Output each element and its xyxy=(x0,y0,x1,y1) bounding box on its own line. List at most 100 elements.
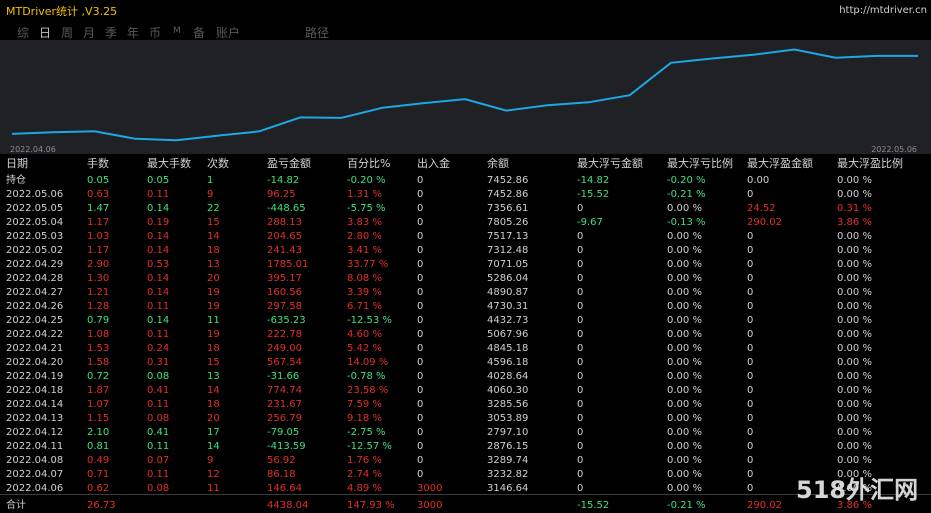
total-lots: 26.73 xyxy=(87,500,116,511)
table-row[interactable]: 2022.04.27 1.21 0.14 19 160.56 3.39 % 0 4890.87… xyxy=(0,286,931,300)
tab-9[interactable]: 账户 xyxy=(216,26,241,40)
cell-maxlots: 0.11 xyxy=(147,441,170,452)
cell-ml: 0 xyxy=(577,231,584,242)
cell-lots: 1.58 xyxy=(87,357,110,368)
table-row[interactable]: 2022.04.19 0.72 0.08 13 -31.66 -0.78 % 0 4028.6… xyxy=(0,370,931,384)
tab-8[interactable]: 备 xyxy=(193,26,206,40)
cell-io: 0 xyxy=(417,371,424,382)
total-date: 合计 xyxy=(6,500,26,511)
cell-io: 0 xyxy=(417,287,424,298)
website-link[interactable]: http://mtdriver.cn xyxy=(839,5,927,16)
column-header[interactable]: 最大浮亏金额 xyxy=(577,157,643,170)
cell-mpp: 0.00 % xyxy=(837,413,872,424)
cell-bal: 4730.31 xyxy=(487,301,529,312)
column-header[interactable]: 最大浮盈比例 xyxy=(837,157,903,170)
column-header[interactable]: 次数 xyxy=(207,157,229,170)
tab-7[interactable]: M xyxy=(173,26,181,36)
column-header[interactable]: 盈亏金额 xyxy=(267,157,311,170)
column-header[interactable]: 出入金 xyxy=(417,157,450,170)
cell-mlp: 0.00 % xyxy=(667,455,702,466)
cell-mpp: 0.00 % xyxy=(837,259,872,270)
cell-pnl: 256.79 xyxy=(267,413,302,424)
cell-ml: -14.82 xyxy=(577,175,610,186)
column-header[interactable]: 最大浮亏比例 xyxy=(667,157,733,170)
cell-lots: 1.15 xyxy=(87,413,110,424)
cell-mp: 0 xyxy=(747,273,754,284)
cell-mp: 0.00 xyxy=(747,175,770,186)
table-row[interactable]: 2022.04.06 0.62 0.08 11 146.64 4.89 % 3000 3146… xyxy=(0,482,931,496)
cell-pct: 14.09 % xyxy=(347,357,389,368)
tab-3[interactable]: 月 xyxy=(83,26,96,40)
table-row[interactable]: 2022.04.21 1.53 0.24 18 249.00 5.42 % 0 4845.18… xyxy=(0,342,931,356)
table-row[interactable]: 2022.04.22 1.08 0.11 19 222.78 4.60 % 0 5067.96… xyxy=(0,328,931,342)
cell-pct: 8.08 % xyxy=(347,273,382,284)
table-row[interactable]: 2022.04.25 0.79 0.14 11 -635.23 -12.53 % 0 4432… xyxy=(0,314,931,328)
table-row[interactable]: 2022.04.08 0.49 0.07 9 56.92 1.76 % 0 3289.74 0 0… xyxy=(0,454,931,468)
table-row[interactable]: 2022.04.12 2.10 0.41 17 -79.05 -2.75 % 0 2797.1… xyxy=(0,426,931,440)
cell-date: 2022.04.06 xyxy=(6,483,64,494)
column-header[interactable]: 手数 xyxy=(87,157,109,170)
cell-count: 22 xyxy=(207,203,220,214)
cell-ml: 0 xyxy=(577,427,584,438)
cell-pnl: -448.65 xyxy=(267,203,306,214)
column-header[interactable]: 最大浮盈金额 xyxy=(747,157,813,170)
table-row[interactable]: 持仓 0.05 0.05 1 -14.82 -0.20 % 0 7452.86 -14.82 -0… xyxy=(0,174,931,188)
table-row[interactable]: 2022.04.28 1.30 0.14 20 395.17 8.08 % 0 5286.04… xyxy=(0,272,931,286)
cell-mp: 0 xyxy=(747,231,754,242)
table-row[interactable]: 2022.05.05 1.47 0.14 22 -448.65 -5.75 % 0 7356.… xyxy=(0,202,931,216)
tab-6[interactable]: 币 xyxy=(149,26,162,40)
tab-5[interactable]: 年 xyxy=(127,26,140,40)
chart-start-date: 2022.04.06 xyxy=(10,145,56,154)
cell-io: 0 xyxy=(417,399,424,410)
cell-ml: 0 xyxy=(577,329,584,340)
column-header[interactable]: 余额 xyxy=(487,157,509,170)
tab-1[interactable]: 日 xyxy=(39,26,52,40)
table-row[interactable]: 2022.05.04 1.17 0.19 15 288.13 3.83 % 0 7805.26… xyxy=(0,216,931,230)
cell-lots: 0.72 xyxy=(87,371,110,382)
table-row[interactable]: 2022.04.29 2.90 0.53 13 1785.01 33.77 % 0 7071.… xyxy=(0,258,931,272)
cell-count: 20 xyxy=(207,413,220,424)
tab-4[interactable]: 季 xyxy=(105,26,118,40)
table-row[interactable]: 2022.04.20 1.58 0.31 15 567.54 14.09 % 0 4596.1… xyxy=(0,356,931,370)
cell-bal: 5067.96 xyxy=(487,329,529,340)
cell-mlp: 0.00 % xyxy=(667,413,702,424)
cell-count: 11 xyxy=(207,315,220,326)
cell-mpp: 0.00 % xyxy=(837,483,872,494)
column-header[interactable]: 最大手数 xyxy=(147,157,191,170)
cell-bal: 3053.89 xyxy=(487,413,529,424)
tab-10[interactable]: 路径 xyxy=(305,26,330,40)
table-row[interactable]: 2022.05.06 0.63 0.11 9 96.25 1.31 % 0 7452.86 -1… xyxy=(0,188,931,202)
cell-ml: 0 xyxy=(577,315,584,326)
cell-mp: 0 xyxy=(747,441,754,452)
column-header[interactable]: 日期 xyxy=(6,157,28,170)
cell-lots: 0.63 xyxy=(87,189,110,200)
cell-io: 0 xyxy=(417,217,424,228)
cell-mlp: 0.00 % xyxy=(667,469,702,480)
cell-maxlots: 0.14 xyxy=(147,203,170,214)
tab-0[interactable]: 综 xyxy=(17,26,30,40)
cell-date: 2022.04.26 xyxy=(6,301,64,312)
cell-pnl: -635.23 xyxy=(267,315,306,326)
table-row[interactable]: 2022.04.13 1.15 0.08 20 256.79 9.18 % 0 3053.89… xyxy=(0,412,931,426)
cell-bal: 7805.26 xyxy=(487,217,529,228)
column-header[interactable]: 百分比% xyxy=(347,157,391,170)
cell-mlp: 0.00 % xyxy=(667,301,702,312)
cell-count: 15 xyxy=(207,217,220,228)
cell-lots: 0.05 xyxy=(87,175,110,186)
tab-2[interactable]: 周 xyxy=(61,26,74,40)
cell-mlp: 0.00 % xyxy=(667,245,702,256)
table-row[interactable]: 2022.05.03 1.03 0.14 14 204.65 2.80 % 0 7517.13… xyxy=(0,230,931,244)
table-row[interactable]: 2022.04.18 1.87 0.41 14 774.74 23.58 % 0 4060.3… xyxy=(0,384,931,398)
cell-maxlots: 0.08 xyxy=(147,371,170,382)
cell-mlp: 0.00 % xyxy=(667,259,702,270)
table-row[interactable]: 2022.04.07 0.71 0.11 12 86.18 2.74 % 0 3232.82 0… xyxy=(0,468,931,482)
table-row[interactable]: 2022.04.26 1.28 0.11 19 297.58 6.71 % 0 4730.31… xyxy=(0,300,931,314)
table-row[interactable]: 2022.04.14 1.07 0.11 18 231.67 7.59 % 0 3285.56… xyxy=(0,398,931,412)
table-row[interactable]: 2022.05.02 1.17 0.14 18 241.43 3.41 % 0 7312.48… xyxy=(0,244,931,258)
cell-bal: 7071.05 xyxy=(487,259,529,270)
cell-date: 2022.04.29 xyxy=(6,259,64,270)
total-row: 合计 26.73 4438.04 147.93 % 3000 -15.52 -0.21 % 2… xyxy=(0,499,931,513)
cell-mp: 0 xyxy=(747,385,754,396)
table-row[interactable]: 2022.04.11 0.81 0.11 14 -413.59 -12.57 % 0 2876… xyxy=(0,440,931,454)
cell-date: 2022.04.08 xyxy=(6,455,64,466)
